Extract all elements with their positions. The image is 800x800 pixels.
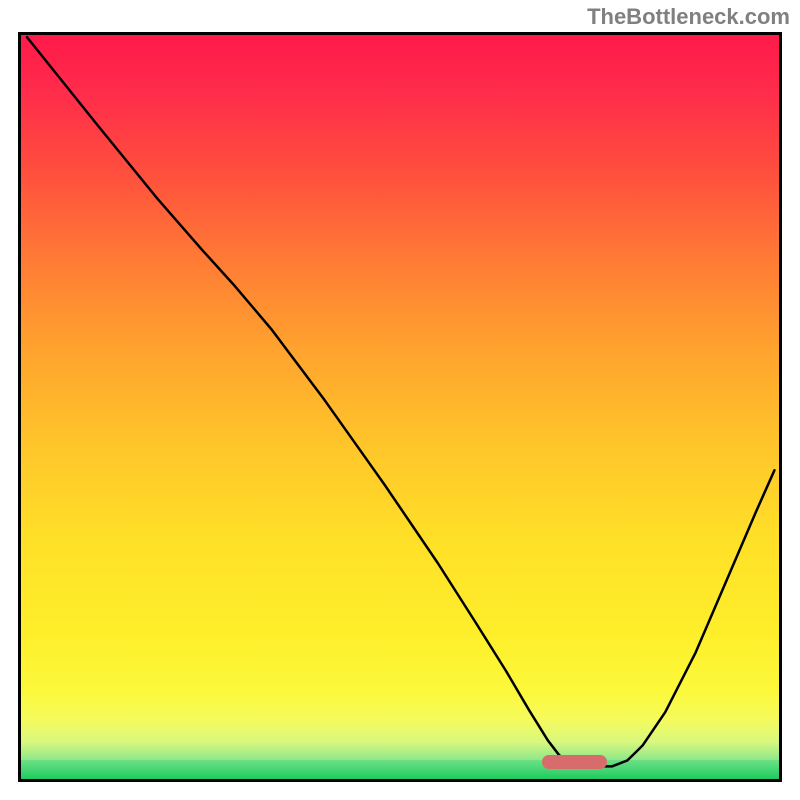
bottleneck-curve-line: [18, 32, 782, 782]
watermark-text: TheBottleneck.com: [587, 4, 790, 30]
current-config-marker: [542, 755, 606, 768]
bottleneck-chart: [18, 32, 782, 782]
